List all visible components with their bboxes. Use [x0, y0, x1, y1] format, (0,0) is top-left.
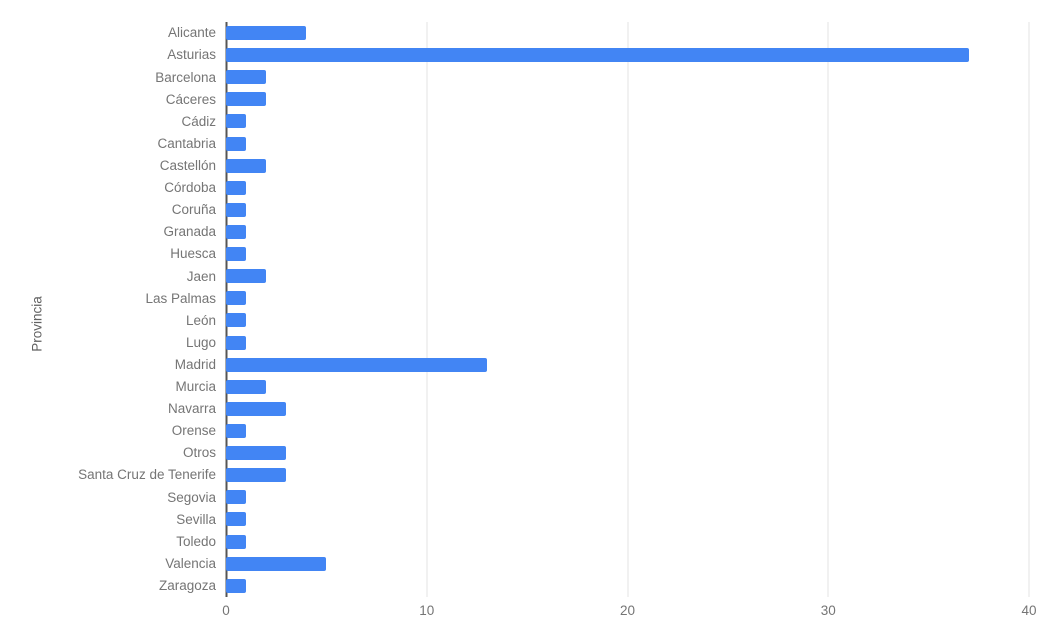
x-tick-label: 40 — [1021, 603, 1037, 618]
y-axis-title: Provincia — [29, 296, 45, 352]
category-label: Madrid — [174, 356, 216, 372]
bar[interactable] — [226, 424, 247, 439]
gridline — [426, 22, 428, 597]
bar[interactable] — [226, 357, 487, 372]
gridline — [627, 22, 628, 597]
category-label: Alicante — [167, 25, 216, 41]
bar[interactable] — [226, 291, 247, 306]
chart-row: Las Palmas — [145, 287, 1029, 309]
chart-row: Lugo — [186, 332, 1029, 354]
category-label: Granada — [163, 224, 216, 240]
category-label: Zaragoza — [158, 578, 216, 594]
chart-row: Valencia — [165, 553, 1029, 575]
bar[interactable] — [226, 512, 247, 527]
x-tick-label: 10 — [419, 603, 435, 618]
category-label: Castellón — [159, 157, 216, 173]
category-label: Asturias — [167, 47, 216, 63]
bar[interactable] — [226, 92, 267, 107]
chart-row: Granada — [163, 221, 1029, 243]
category-label: Barcelona — [155, 69, 216, 85]
bar[interactable] — [226, 446, 287, 461]
bar[interactable] — [226, 48, 969, 63]
bar[interactable] — [226, 136, 247, 151]
chart-row: Orense — [172, 420, 1029, 442]
category-label: Segovia — [167, 489, 216, 505]
category-label: Valencia — [165, 555, 216, 571]
bar[interactable] — [226, 225, 247, 240]
chart-row: León — [186, 309, 1029, 331]
chart-row: Alicante — [168, 22, 1029, 44]
chart-row: Navarra — [168, 398, 1029, 420]
x-tick-label: 0 — [222, 603, 230, 618]
category-label: Lugo — [185, 334, 216, 350]
plot-area: Alicante Asturias Barcelona Cáceres Cádiz Can… — [78, 22, 1037, 617]
bar[interactable] — [226, 556, 327, 571]
chart-row: Santa Cruz de Tenerife — [78, 464, 1029, 486]
bar[interactable] — [226, 26, 307, 41]
chart-row: Murcia — [175, 376, 1029, 398]
chart-row: Córdoba — [164, 177, 1029, 199]
category-label: Murcia — [175, 379, 216, 395]
bar[interactable] — [226, 534, 247, 549]
bar[interactable] — [226, 202, 247, 217]
chart-row: Barcelona — [155, 66, 1029, 88]
category-label: Cádiz — [181, 113, 216, 129]
category-label: Cantabria — [157, 135, 216, 151]
bar[interactable] — [226, 180, 247, 195]
x-tick-label: 30 — [820, 603, 836, 618]
category-label: Cáceres — [165, 91, 216, 107]
bar[interactable] — [226, 401, 287, 416]
category-label: Navarra — [167, 401, 216, 417]
y-axis-baseline — [225, 22, 227, 597]
chart-row: Madrid — [175, 354, 1029, 376]
chart-row: Cáceres — [166, 88, 1029, 110]
chart-row: Castellón — [160, 155, 1029, 177]
chart-row: Zaragoza — [159, 575, 1029, 597]
bar[interactable] — [226, 335, 247, 350]
category-label: León — [185, 312, 216, 328]
chart-row: Toledo — [176, 531, 1029, 553]
chart-row: Cádiz — [181, 110, 1029, 132]
category-label: Otros — [182, 445, 216, 461]
gridline — [827, 22, 829, 597]
category-label: Santa Cruz de Tenerife — [78, 467, 216, 483]
chart-row: Segovia — [167, 486, 1029, 508]
gridline — [1028, 22, 1030, 597]
bar[interactable] — [226, 269, 267, 284]
bar[interactable] — [226, 313, 247, 328]
category-label: Córdoba — [164, 180, 216, 196]
category-label: Las Palmas — [145, 290, 216, 306]
chart-row: Sevilla — [176, 508, 1029, 530]
chart-row: Coruña — [172, 199, 1029, 221]
chart-row: Cantabria — [157, 133, 1029, 155]
x-tick-label: 20 — [619, 603, 636, 618]
chart-row: Otros — [183, 442, 1029, 464]
bar[interactable] — [226, 70, 267, 85]
bar-rows: Alicante Asturias Barcelona Cáceres Cádiz Can… — [78, 22, 1029, 597]
category-label: Sevilla — [176, 511, 216, 527]
bar[interactable] — [226, 379, 267, 394]
category-label: Huesca — [170, 246, 216, 262]
category-label: Jaen — [186, 268, 216, 284]
chart-row: Asturias — [167, 44, 1029, 66]
chart-row: Huesca — [170, 243, 1029, 265]
category-label: Toledo — [176, 533, 216, 549]
category-label: Coruña — [171, 202, 216, 218]
chart-row: Jaen — [187, 265, 1029, 287]
bar[interactable] — [226, 114, 247, 129]
bar[interactable] — [226, 490, 247, 505]
bar[interactable] — [226, 578, 247, 593]
bar[interactable] — [226, 158, 267, 173]
bar[interactable] — [226, 468, 287, 483]
bar[interactable] — [226, 247, 247, 262]
category-label: Orense — [171, 423, 216, 439]
